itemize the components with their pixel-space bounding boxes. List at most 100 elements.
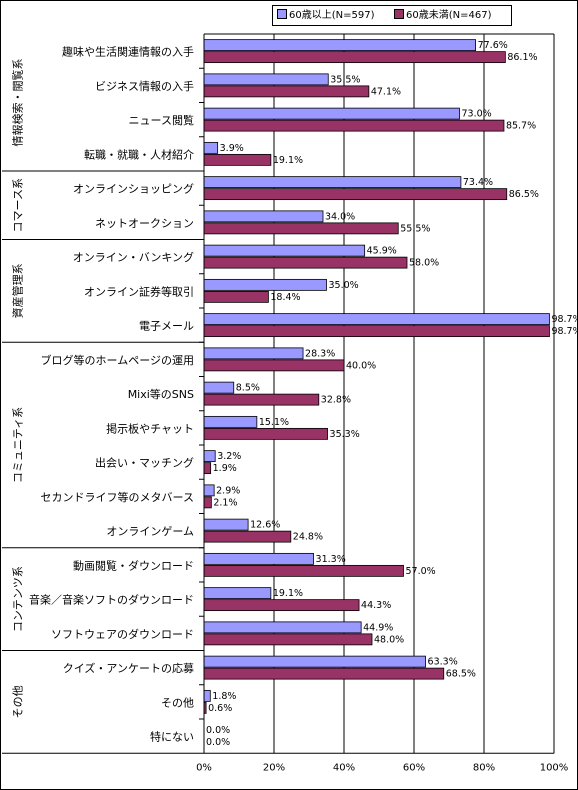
data-label-series-2: 32.8% [321, 395, 351, 406]
category-label: 掲示板やチャット [106, 421, 194, 435]
x-tick-label: 20% [263, 762, 285, 773]
legend-label-series-1: 60歳以上(N=597) [289, 10, 375, 21]
bar-series-2 [203, 667, 445, 680]
bar-series-2 [203, 290, 269, 303]
category-label: クイズ・アンケートの応募 [63, 661, 194, 675]
bar-series-2 [203, 633, 373, 646]
data-label-series-2: 44.3% [361, 600, 391, 611]
legend: 60歳以上(N=597) 60歳未満(N=467) [272, 5, 512, 26]
data-label-series-1: 31.3% [316, 554, 346, 565]
category-label: オンラインショッピング [73, 182, 194, 196]
data-label-series-1: 28.3% [305, 348, 335, 359]
bar-series-2 [203, 359, 345, 372]
data-label-series-2: 48.0% [374, 634, 404, 645]
data-label-series-1: 2.9% [216, 485, 240, 496]
bar-series-2 [203, 153, 272, 166]
bar-series-2 [203, 496, 212, 509]
bar-series-2 [203, 462, 212, 475]
group-label: コミュニティ系 [12, 407, 25, 483]
data-label-series-1: 8.5% [236, 383, 260, 394]
bar-series-2 [203, 51, 506, 64]
bar-series-2 [203, 119, 505, 132]
category-label: オンライン証券等取引 [84, 284, 194, 298]
category-label: オンラインゲーム [106, 525, 194, 538]
data-label-series-2: 1.9% [213, 463, 237, 474]
category-label: 出会い・マッチング [95, 456, 194, 470]
data-label-series-1: 35.5% [330, 74, 360, 85]
data-label-series-2: 55.5% [400, 223, 430, 234]
data-label-series-1: 35.0% [329, 280, 359, 291]
category-label: ビジネス情報の入手 [95, 79, 194, 93]
category-label: 電子メール [139, 320, 194, 333]
x-tick-label: 60% [403, 762, 425, 773]
data-label-series-2: 98.7% [551, 326, 577, 337]
data-label-series-1: 0.0% [206, 725, 230, 736]
bar-series-1 [203, 381, 235, 394]
data-label-series-1: 44.9% [363, 622, 393, 633]
data-label-series-2: 35.3% [330, 429, 360, 440]
data-label-series-1: 77.6% [478, 40, 508, 51]
category-label: 特にない [150, 730, 194, 744]
category-label: その他 [161, 696, 194, 709]
x-tick-label: 100% [540, 762, 569, 773]
data-label-series-1: 73.4% [463, 177, 493, 188]
bar-series-1 [203, 450, 216, 463]
bar-series-1 [203, 278, 327, 291]
legend-label-series-2: 60歳未満(N=467) [406, 10, 492, 21]
data-label-series-1: 3.9% [220, 143, 244, 154]
group-label: 資産管理系 [11, 263, 25, 318]
data-label-series-2: 47.1% [371, 86, 401, 97]
data-label-series-2: 24.8% [293, 532, 323, 543]
data-label-series-2: 86.5% [509, 189, 539, 200]
data-label-series-1: 98.7% [551, 314, 577, 325]
category-label: 動画閲覧・ダウンロード [73, 558, 194, 572]
category-label: ソフトウェアのダウンロード [51, 627, 194, 641]
category-label: ネットオークション [95, 217, 194, 230]
data-label-series-1: 73.0% [462, 109, 492, 120]
legend-swatch-series-1 [277, 9, 287, 19]
bar-series-2 [203, 427, 328, 440]
group-label: 情報検索・閲覧系 [11, 59, 25, 147]
data-label-series-2: 18.4% [270, 292, 300, 303]
bar-series-1 [203, 552, 314, 565]
bar-series-1 [203, 141, 219, 154]
data-label-series-1: 45.9% [367, 246, 397, 257]
category-label: ブログ等のホームページの運用 [41, 353, 194, 367]
legend-item-series-1: 60歳以上(N=597) [277, 6, 374, 25]
data-label-series-2: 0.6% [208, 703, 232, 714]
bar-series-1 [203, 621, 362, 634]
bar-series-1 [203, 313, 550, 326]
data-label-series-2: 68.5% [446, 669, 476, 680]
data-label-series-2: 57.0% [406, 566, 436, 577]
group-label: コマース系 [12, 178, 25, 232]
data-label-series-2: 0.0% [206, 737, 230, 748]
bar-series-1 [203, 415, 258, 428]
bar-series-2 [203, 599, 360, 612]
bar-series-1 [203, 210, 324, 223]
bar-series-1 [203, 587, 272, 600]
data-label-series-2: 2.1% [213, 497, 237, 508]
bar-series-1 [203, 39, 477, 52]
bar-series-1 [203, 176, 462, 189]
category-label: Mixi等のSNS [128, 387, 194, 401]
bar-series-2 [203, 222, 399, 235]
bar-series-2 [203, 564, 404, 577]
category-label: ニュース閲覧 [129, 113, 194, 127]
x-tick-label: 40% [333, 762, 355, 773]
legend-swatch-series-2 [394, 9, 404, 19]
category-label: セカンドライフ等のメタバース [41, 490, 194, 504]
data-label-series-1: 3.2% [217, 451, 241, 462]
bar-series-1 [203, 347, 304, 360]
bar-series-1 [203, 484, 215, 497]
bar-series-1 [203, 73, 329, 86]
data-label-series-2: 58.0% [409, 258, 439, 269]
bar-series-1 [203, 689, 211, 702]
category-label: 趣味や生活関連情報の入手 [62, 45, 194, 59]
bar-series-2 [203, 188, 508, 201]
group-label: コンテンツ系 [12, 566, 25, 632]
x-tick-label: 80% [473, 762, 495, 773]
bar-series-2 [203, 393, 320, 406]
data-label-series-2: 40.0% [346, 360, 376, 371]
